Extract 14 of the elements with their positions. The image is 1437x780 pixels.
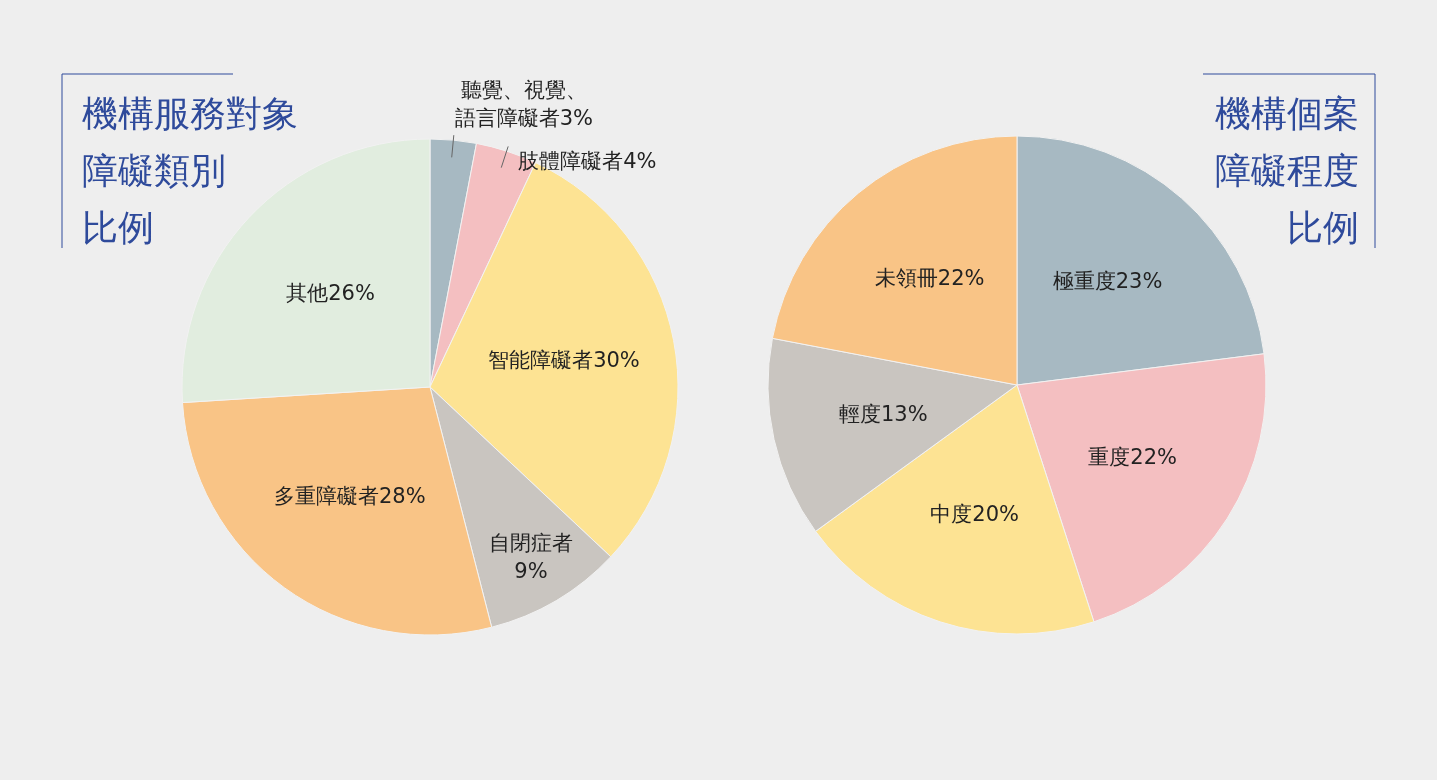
slice-label: 自閉症者 — [488, 530, 573, 555]
slice-label: 重度22% — [1088, 445, 1177, 470]
slice-label: 其他26% — [286, 280, 375, 305]
slice-label: 未領冊22% — [874, 266, 985, 291]
slice-label: 聽覺、視覺、語言障礙者3% — [454, 78, 593, 131]
slice-label: 智能障礙者30% — [488, 348, 640, 373]
chart-title: 機構個案障礙程度比例 — [1215, 93, 1359, 248]
slice-label: 輕度13% — [839, 401, 928, 426]
slice-label: 肢體障礙者4% — [518, 149, 657, 174]
slice-label: 多重障礙者28% — [273, 484, 426, 509]
data-label: 9% — [514, 558, 548, 583]
text: 機構服務對象障礙類別比例 — [82, 93, 298, 248]
slice-label: 中度20% — [930, 502, 1020, 527]
slice-label: 極重度23% — [1052, 269, 1163, 294]
